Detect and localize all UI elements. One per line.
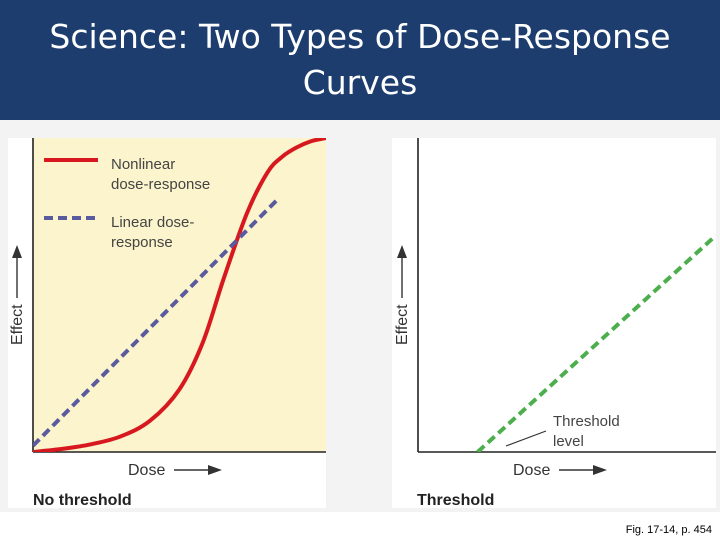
panel-2-annotation-pointer — [505, 430, 547, 447]
panel-1-legend-label-2-line-1: Linear dose- — [111, 214, 194, 231]
panel-2-x-axis-label: Dose — [513, 462, 550, 479]
panel-2-y-axis-arrow-head — [397, 245, 407, 258]
panel-2-y-axis-label: Effect — [394, 304, 411, 345]
panel-1-series-1-line — [33, 138, 326, 452]
panel-2-annotation-line-2: level — [553, 433, 584, 450]
page-title-line-2: Curves — [302, 63, 418, 102]
panel-1-legend-label-2-line-2: response — [111, 234, 173, 251]
panel-2-title: Threshold — [417, 492, 494, 509]
panel-1-plot-area — [33, 138, 326, 452]
panel-2-annotation-line-1: Threshold — [553, 413, 620, 430]
page-title-line-1: Science: Two Types of Dose-Response — [49, 17, 671, 56]
panel-1-x-axis-label: Dose — [128, 462, 165, 479]
title-bar: Science: Two Types of Dose-Response Curv… — [0, 0, 720, 120]
panel-2-series-group — [476, 233, 716, 452]
panel-2-plot-area — [418, 138, 716, 452]
panel-1-y-axis-arrow-head — [12, 245, 22, 258]
panel-1-title: No threshold — [33, 492, 132, 509]
panel-1-x-axis-arrow-head — [208, 465, 222, 475]
panel-1-legend-label-1-line-2: dose-response — [111, 176, 210, 193]
panel-2-x-axis-arrow-head — [593, 465, 607, 475]
panel-1-series-2-line — [33, 199, 278, 448]
panel-1-y-axis-label: Effect — [9, 304, 26, 345]
panel-1-legend-label-1-line-1: Nonlinear — [111, 156, 175, 173]
panel-1-series-group — [33, 138, 326, 452]
panel-2-series-1-line — [476, 233, 716, 452]
page-title: Science: Two Types of Dose-Response Curv… — [20, 14, 700, 106]
figure-caption: Fig. 17-14, p. 454 — [625, 524, 712, 536]
